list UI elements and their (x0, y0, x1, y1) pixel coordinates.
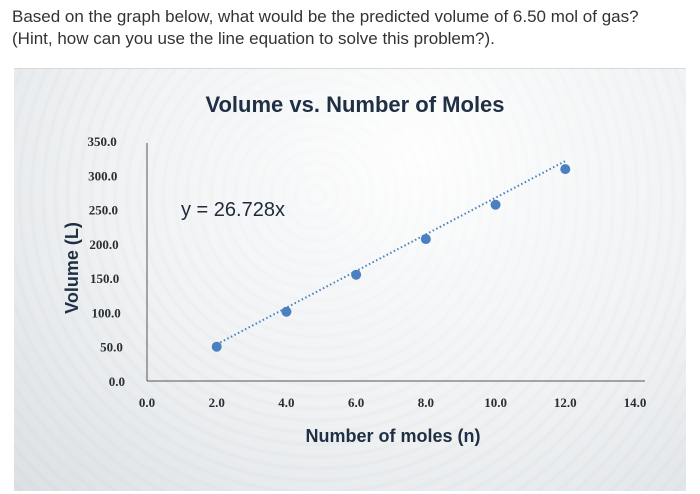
question-line-2: (Hint, how can you use the line equation… (12, 29, 495, 48)
chart-photo (14, 68, 686, 491)
y-tick-label: 300.0 (88, 168, 117, 183)
y-tick-labels: 0.0 50.0 100.0 150.0 200.0 250.0 300.0 350.0 (88, 134, 125, 389)
question-line-1: Based on the graph below, what would be … (12, 7, 639, 26)
data-point (420, 234, 431, 245)
y-tick-label: 50.0 (100, 340, 123, 355)
x-tick-label: 14.0 (624, 395, 647, 410)
trendline-equation: y = 26.728x (181, 199, 285, 221)
x-tick-labels: 0.0 2.0 4.0 6.0 8.0 10.0 12.0 14.0 (139, 395, 647, 410)
y-tick-label: 250.0 (89, 203, 118, 218)
data-points (211, 164, 571, 352)
x-tick-label: 10.0 (484, 395, 507, 410)
y-tick-label: 200.0 (89, 237, 118, 252)
y-tick-label: 0.0 (109, 374, 125, 389)
data-point (211, 341, 222, 352)
data-point (490, 199, 501, 210)
chart-title: Volume vs. Number of Moles (205, 92, 504, 117)
x-tick-label: 2.0 (209, 395, 225, 410)
x-axis-label: Number of moles (n) (305, 426, 480, 446)
trendline-path (216, 160, 566, 346)
x-tick-label: 8.0 (418, 395, 434, 410)
axes (146, 143, 645, 382)
x-tick-label: 12.0 (554, 395, 577, 410)
data-point (351, 269, 362, 280)
y-tick-label: 150.0 (90, 271, 119, 286)
question-text: Based on the graph below, what would be … (12, 6, 692, 50)
x-tick-label: 6.0 (348, 395, 364, 410)
y-tick-label: 350.0 (88, 134, 117, 149)
y-axis-label: Volume (L) (62, 222, 82, 314)
data-point (560, 164, 571, 175)
x-tick-label: 0.0 (139, 395, 155, 410)
y-tick-label: 100.0 (92, 305, 121, 320)
trendline (216, 160, 566, 346)
data-point (281, 306, 292, 317)
x-tick-label: 4.0 (278, 395, 294, 410)
